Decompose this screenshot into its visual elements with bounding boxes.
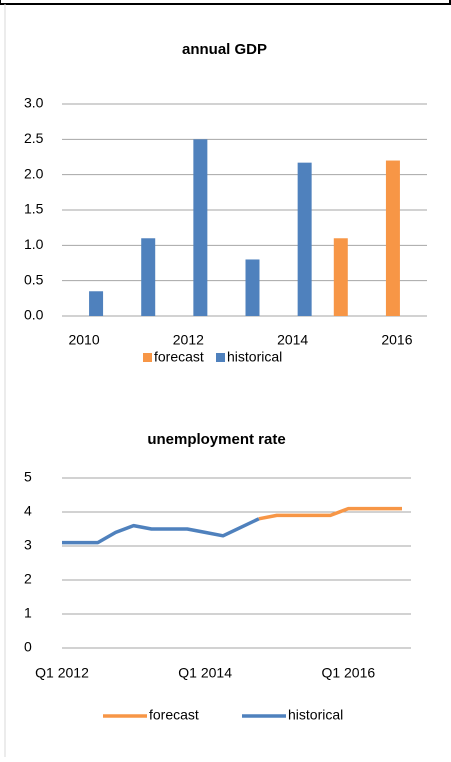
legend-label: historical <box>227 349 282 365</box>
y-tick-label: 1 <box>24 605 32 621</box>
x-tick-label: 2014 <box>277 332 308 348</box>
bar <box>245 259 260 316</box>
x-tick-label: Q1 2016 <box>321 665 375 681</box>
line <box>62 517 260 545</box>
y-tick-label: 3.0 <box>24 95 44 111</box>
y-tick-label: 1.0 <box>24 236 44 252</box>
x-tick-label: 2012 <box>173 332 204 348</box>
chart-title: annual GDP <box>182 41 267 58</box>
bar <box>297 162 312 316</box>
bar <box>89 291 104 316</box>
chart-title: unemployment rate <box>147 431 285 448</box>
y-tick-label: 5 <box>24 469 32 485</box>
bar <box>141 238 156 316</box>
y-tick-label: 0 <box>24 639 32 655</box>
bar <box>193 139 208 316</box>
legend-swatch <box>216 353 225 362</box>
y-tick-label: 2 <box>24 571 32 587</box>
legend-label: forecast <box>154 349 204 365</box>
legend-label: historical <box>288 707 343 723</box>
y-tick-label: 3 <box>24 537 32 553</box>
x-tick-label: 2016 <box>381 332 412 348</box>
y-tick-label: 2.5 <box>24 130 44 146</box>
y-tick-label: 1.5 <box>24 201 44 217</box>
x-tick-label: Q1 2014 <box>178 665 232 681</box>
x-tick-label: 2010 <box>68 332 99 348</box>
y-tick-label: 0.0 <box>24 307 44 323</box>
bar <box>385 160 400 316</box>
y-tick-label: 2.0 <box>24 165 44 181</box>
y-tick-label: 4 <box>24 503 32 519</box>
x-tick-label: Q1 2012 <box>35 665 89 681</box>
line <box>258 506 402 521</box>
legend-label: forecast <box>149 707 199 723</box>
y-tick-label: 0.5 <box>24 271 44 287</box>
legend-swatch <box>143 353 152 362</box>
bar <box>333 238 348 316</box>
header-box <box>0 0 451 5</box>
